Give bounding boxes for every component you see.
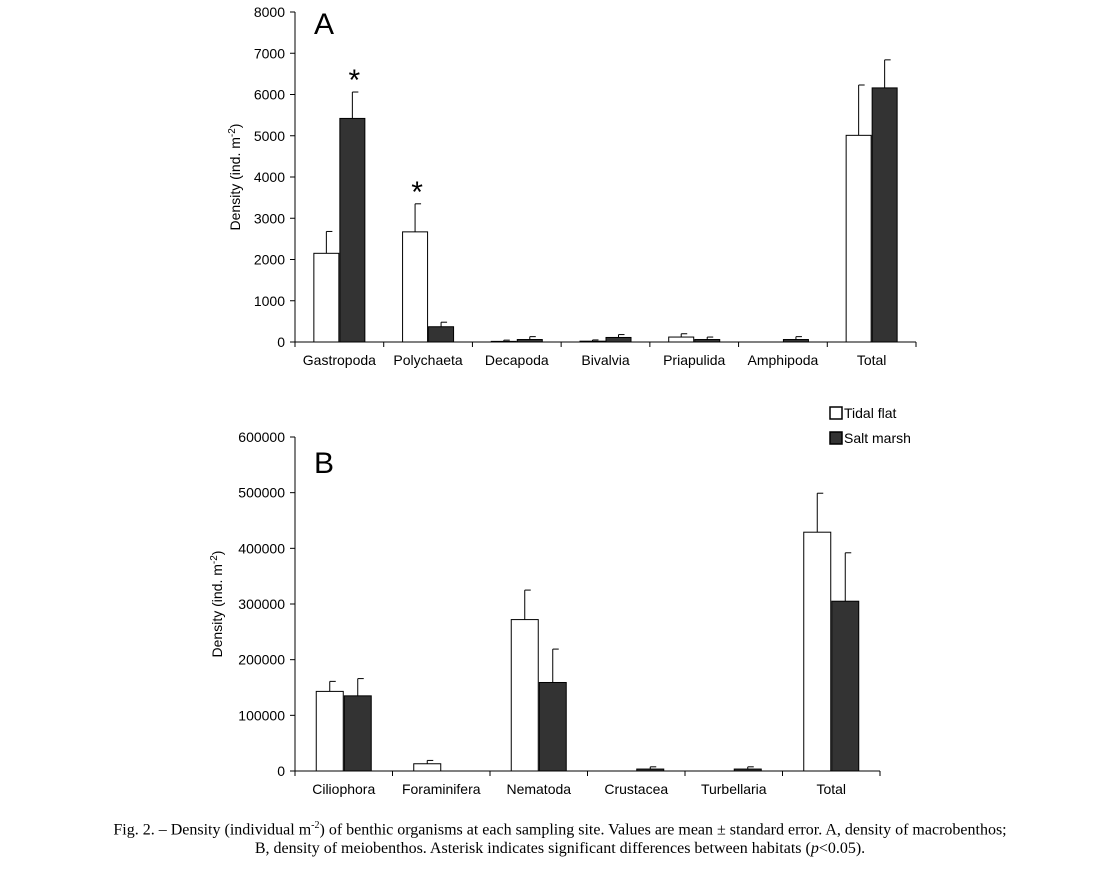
bar-salt-marsh	[339, 117, 366, 343]
category-label: Total	[816, 781, 846, 797]
bar-tidal-flat	[315, 690, 344, 772]
y-tick-label: 200000	[238, 652, 285, 668]
bar-salt-marsh	[343, 695, 372, 772]
bar-salt-marsh	[831, 600, 860, 772]
panel-a-macrobenthos-chart: 0 1000 2000 3000 4000 5000 6000 7000 8000 Density…	[227, 4, 917, 368]
caption-text-3: B, density of meiobenthos. Asterisk indi…	[254, 840, 811, 858]
legend-label-salt-marsh: Salt marsh	[844, 430, 911, 446]
caption-p-italic: p	[810, 840, 819, 858]
y-tick-label: 600000	[238, 429, 285, 445]
y-tick-label: 300000	[238, 596, 285, 612]
bar-tidal-flat	[413, 763, 442, 772]
panel-b-meiobenthos-chart: 0 100000 200000 300000 400000 500000 600000 Den…	[209, 405, 911, 797]
y-tick-label: 4000	[254, 169, 285, 185]
y-tick-label: 7000	[254, 45, 285, 61]
y-tick-label: 8000	[254, 4, 285, 20]
category-label: Bivalvia	[581, 352, 629, 368]
y-tick-label: 6000	[254, 87, 285, 103]
figure-canvas: 0 1000 2000 3000 4000 5000 6000 7000 8000 Density…	[209, 4, 917, 797]
bar-salt-marsh	[636, 768, 665, 772]
category-label: Amphipoda	[748, 352, 819, 368]
bar-tidal-flat	[803, 531, 832, 772]
legend-label-tidal-flat: Tidal flat	[844, 405, 897, 421]
significance-asterisk: *	[349, 64, 361, 97]
category-label: Nematoda	[506, 781, 571, 797]
bar-salt-marsh	[871, 87, 898, 343]
bar-salt-marsh	[782, 339, 809, 343]
caption-text-4: <0.05).	[818, 840, 866, 858]
y-tick-label: 2000	[254, 252, 285, 268]
category-label: Turbellaria	[701, 781, 767, 797]
caption-line-1: Fig. 2. – Density (individual m-2) of be…	[0, 816, 1120, 839]
bar-tidal-flat	[845, 134, 872, 343]
category-label: Polychaeta	[393, 352, 462, 368]
category-label: Decapoda	[485, 352, 549, 368]
bar-salt-marsh	[694, 339, 721, 343]
y-tick-label: 3000	[254, 210, 285, 226]
bar-tidal-flat	[490, 340, 517, 343]
bar-salt-marsh	[733, 768, 762, 772]
bar-salt-marsh	[428, 326, 455, 343]
legend-swatch-tidal-flat	[829, 406, 843, 420]
y-tick-label: 100000	[238, 707, 285, 723]
bar-tidal-flat	[510, 619, 539, 772]
category-label: Crustacea	[604, 781, 668, 797]
category-label: Gastropoda	[303, 352, 376, 368]
figure-caption: Fig. 2. – Density (individual m-2) of be…	[0, 816, 1120, 858]
bar-tidal-flat	[668, 336, 695, 343]
category-label: Total	[857, 352, 887, 368]
bar-salt-marsh	[538, 681, 567, 772]
bar-salt-marsh	[516, 339, 543, 343]
caption-text-2: ) of benthic organisms at each sampling …	[319, 821, 1007, 839]
y-axis-label: Density (ind. m-2)	[209, 551, 225, 658]
panel-label: A	[314, 8, 334, 41]
caption-sup: -2	[311, 820, 320, 831]
bar-salt-marsh	[605, 336, 632, 343]
category-label: Foraminifera	[402, 781, 481, 797]
y-axis-label: Density (ind. m-2)	[227, 124, 243, 231]
y-tick-label: 5000	[254, 128, 285, 144]
y-tick-label: 400000	[238, 540, 285, 556]
y-tick-label: 0	[277, 763, 285, 779]
caption-text-1: Fig. 2. – Density (individual m	[113, 821, 312, 839]
y-tick-label: 0	[277, 334, 285, 350]
bar-tidal-flat	[579, 340, 606, 343]
legend-swatch-salt-marsh	[829, 431, 843, 445]
bar-tidal-flat	[402, 231, 429, 343]
panel-label: B	[314, 447, 334, 480]
category-label: Ciliophora	[312, 781, 375, 797]
bar-tidal-flat	[313, 252, 340, 343]
y-tick-label: 500000	[238, 485, 285, 501]
category-label: Priapulida	[663, 352, 725, 368]
caption-line-2: B, density of meiobenthos. Asterisk indi…	[0, 839, 1120, 858]
y-tick-label: 1000	[254, 293, 285, 309]
significance-asterisk: *	[411, 176, 423, 209]
